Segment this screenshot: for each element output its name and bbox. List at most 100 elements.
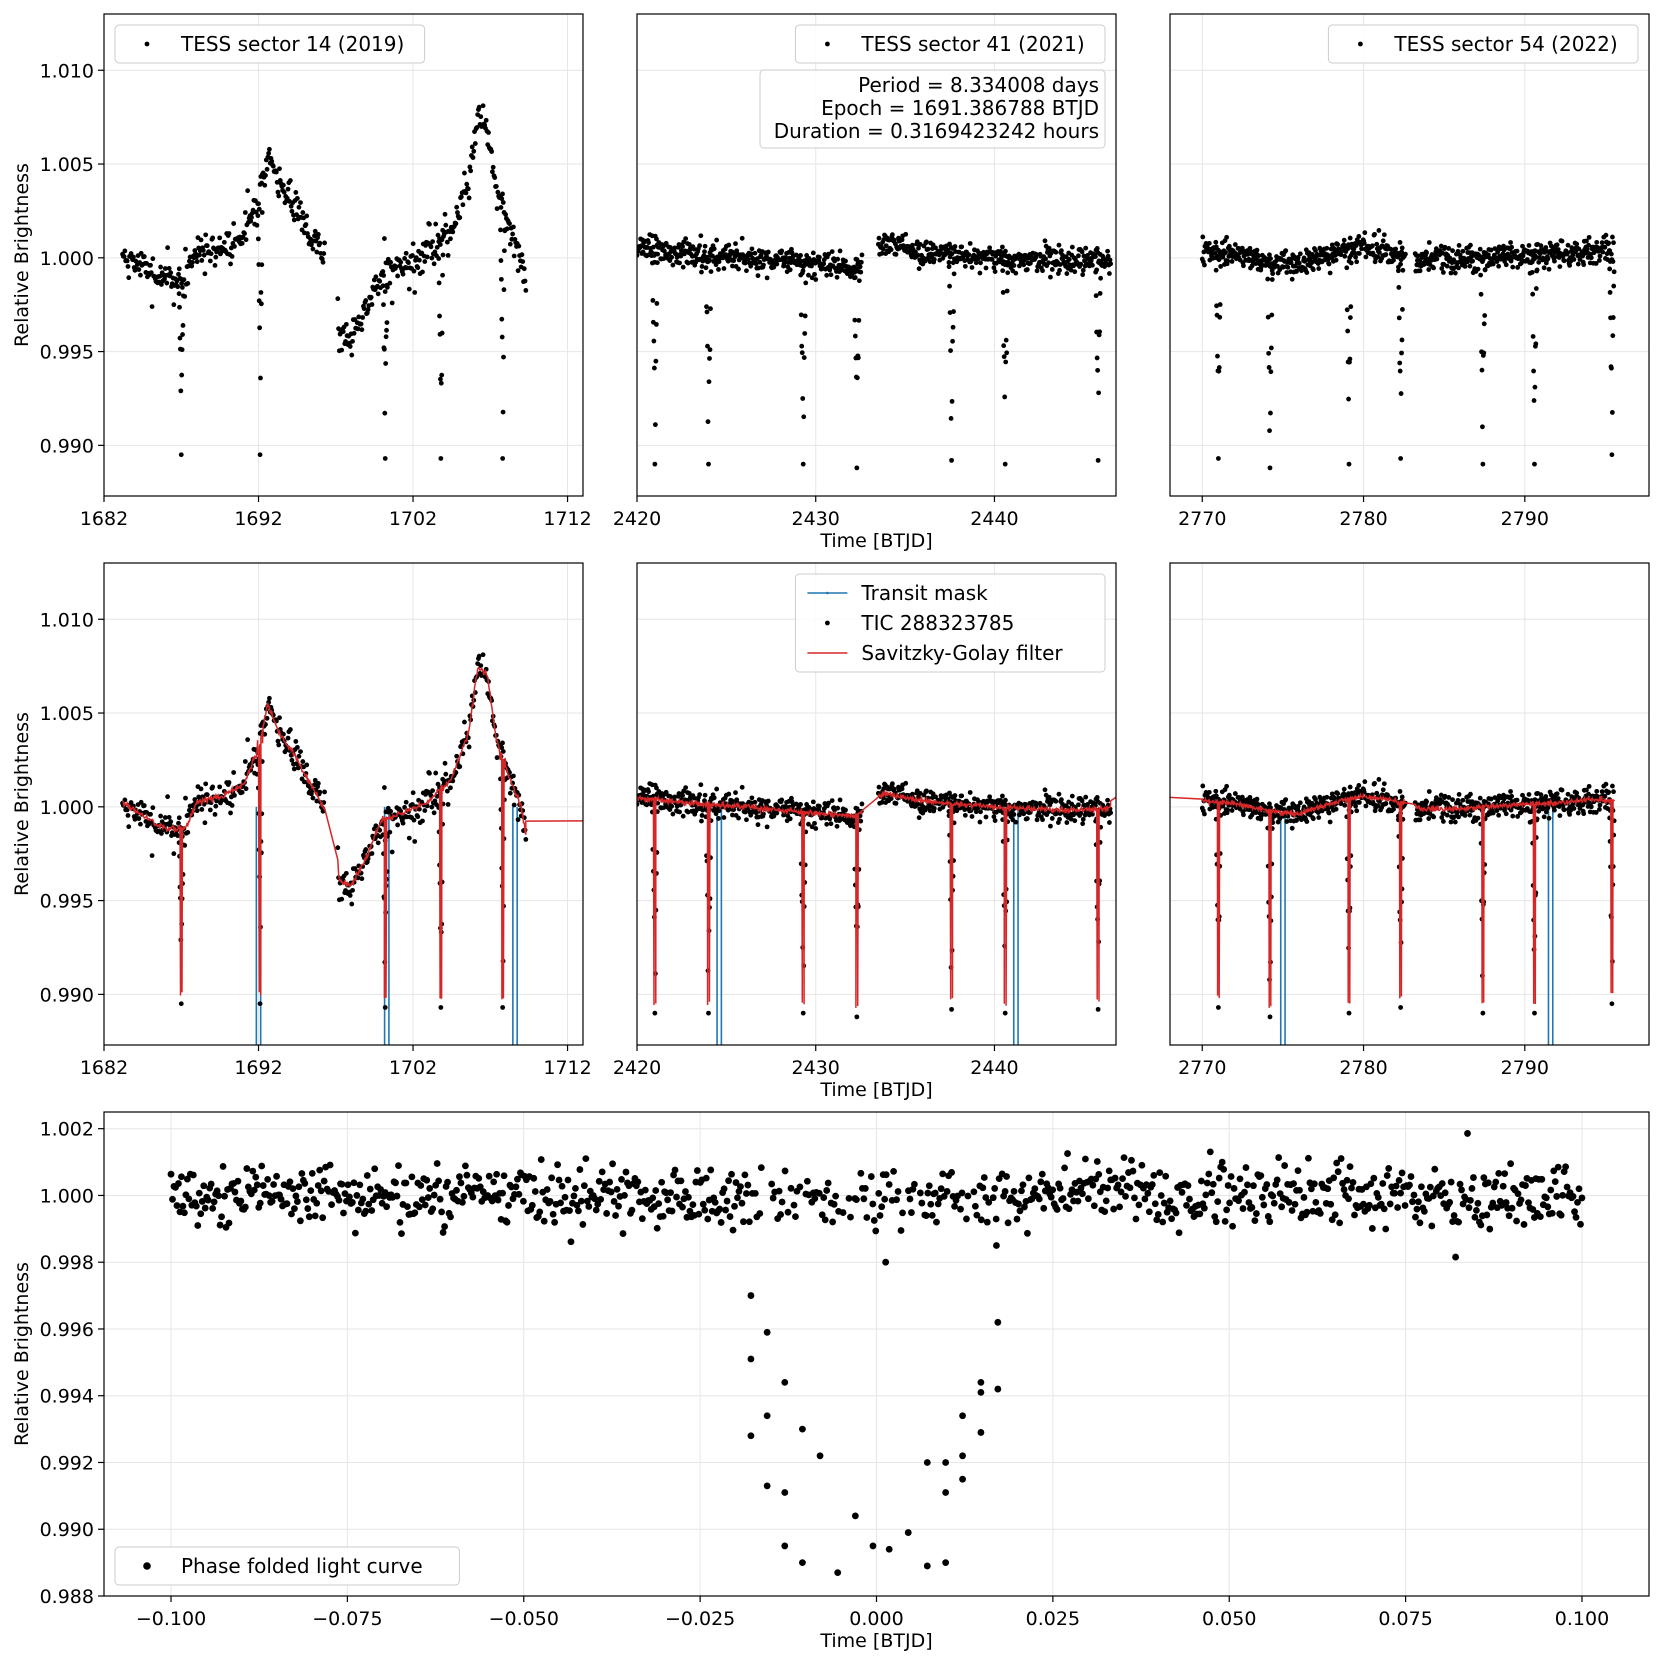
data-point [515, 268, 521, 274]
data-point [1003, 359, 1009, 365]
data-point [454, 753, 460, 759]
data-point [289, 757, 295, 763]
data-point [166, 814, 172, 820]
data-point [178, 1173, 185, 1181]
data-point [256, 1199, 264, 1207]
data-point [179, 347, 185, 353]
data-point [1275, 263, 1280, 269]
data-point [721, 266, 727, 271]
data-point [813, 277, 819, 282]
data-point [1383, 252, 1389, 257]
data-point [916, 794, 921, 800]
data-point [1200, 234, 1206, 240]
data-point [499, 334, 505, 340]
y-tick-label: 1.010 [40, 609, 94, 631]
savitzky-golay-line [637, 790, 1116, 1008]
data-point [546, 1197, 554, 1205]
data-point [618, 1176, 625, 1183]
data-point [310, 246, 316, 252]
data-point [126, 824, 132, 830]
data-point [500, 1172, 508, 1180]
data-point [1094, 355, 1100, 361]
data-point [1265, 276, 1271, 282]
data-point [1555, 796, 1561, 801]
data-point [720, 1185, 728, 1193]
data-point [412, 839, 418, 844]
x-tick-label: 2770 [1178, 1057, 1226, 1079]
y-tick-label: 0.990 [40, 984, 94, 1006]
data-point [494, 755, 500, 761]
data-point [548, 1174, 556, 1182]
data-point [199, 807, 205, 812]
data-point [1347, 356, 1353, 362]
data-point [677, 260, 682, 266]
data-point [1480, 424, 1485, 430]
y-tick-label: 0.995 [40, 342, 94, 364]
data-point [1004, 350, 1010, 356]
data-point [1494, 808, 1500, 813]
data-point [1541, 814, 1547, 820]
data-point [1538, 243, 1544, 249]
data-point [383, 334, 389, 340]
x-tick-label: 2430 [792, 508, 840, 530]
data-point [1224, 234, 1230, 240]
data-point [1602, 244, 1608, 250]
data-point [558, 1182, 566, 1190]
data-point [685, 809, 691, 815]
data-point [291, 217, 297, 223]
data-point [128, 251, 134, 256]
data-point [1341, 237, 1347, 243]
data-point [1046, 794, 1052, 800]
data-point [280, 182, 286, 188]
data-point [758, 252, 764, 258]
data-point [475, 1175, 483, 1182]
data-point [382, 289, 388, 294]
data-point [1064, 820, 1070, 825]
data-point [1503, 262, 1509, 268]
data-point [1053, 249, 1059, 255]
data-point [276, 742, 282, 748]
data-point [248, 218, 254, 224]
data-point [1611, 269, 1617, 275]
data-point [1083, 794, 1089, 800]
data-point [381, 302, 386, 308]
data-point [798, 253, 803, 258]
data-point [1034, 268, 1040, 274]
data-point [1477, 795, 1483, 801]
data-point [1013, 819, 1019, 825]
data-point [501, 287, 507, 293]
data-point [308, 1170, 316, 1177]
data-point [362, 1207, 370, 1215]
data-point [228, 261, 233, 267]
data-point [983, 265, 989, 271]
data-point [755, 273, 761, 279]
axes-frame [1169, 562, 1650, 1046]
data-point [1444, 263, 1450, 269]
data-point [1514, 248, 1520, 254]
data-point [178, 388, 184, 394]
data-point [1567, 263, 1573, 268]
data-point [622, 1168, 630, 1176]
data-point [384, 327, 389, 333]
data-point [138, 250, 144, 256]
data-point [817, 803, 822, 809]
data-point [713, 262, 719, 268]
data-point [256, 201, 261, 207]
x-tick-label: 2440 [970, 508, 1018, 530]
data-point [492, 175, 498, 180]
data-point [1003, 248, 1008, 254]
data-point [1249, 263, 1255, 269]
data-point [561, 1193, 569, 1201]
data-point [595, 1177, 603, 1185]
data-point [1259, 811, 1265, 817]
data-point [287, 727, 293, 732]
data-point [171, 302, 177, 308]
data-point [967, 790, 973, 795]
data-point [1574, 241, 1580, 247]
data-point [1403, 251, 1408, 257]
data-point [241, 1203, 249, 1211]
data-point [655, 251, 661, 257]
data-point [409, 802, 415, 807]
data-point [1581, 811, 1587, 817]
data-point [771, 813, 777, 819]
